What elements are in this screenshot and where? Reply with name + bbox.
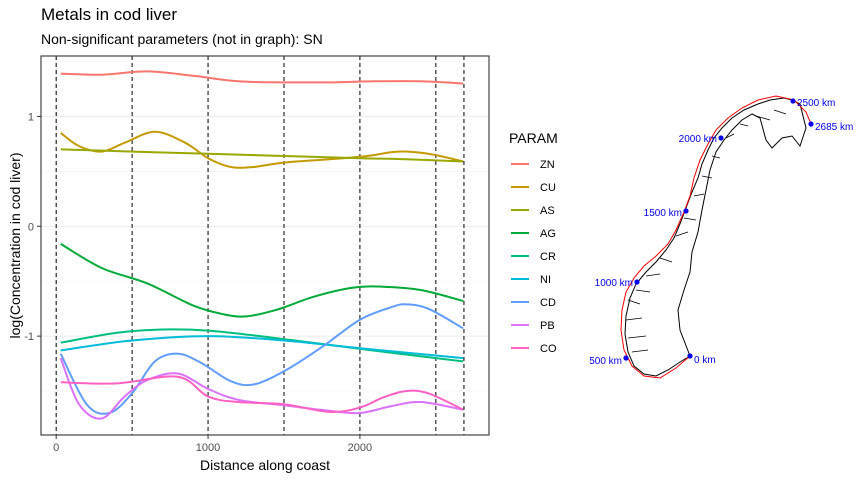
series-line-co (60, 375, 464, 413)
legend-label-zn: ZN (540, 159, 555, 171)
x-tick-label: 0 (53, 442, 59, 454)
map-point-label: 1500 km (644, 208, 682, 219)
legend-label-co: CO (540, 343, 557, 355)
legend-label-cr: CR (540, 251, 556, 263)
x-axis-label: Distance along coast (200, 457, 330, 473)
map-point (808, 121, 814, 127)
y-axis-label: log(Concentration in cod liver) (7, 153, 23, 339)
norway-fjords (625, 109, 787, 353)
series-line-as (60, 148, 464, 163)
map-point (718, 135, 724, 141)
legend-label-cd: CD (540, 297, 556, 309)
chart-title: Metals in cod liver (41, 5, 178, 24)
series-line-cd (59, 303, 464, 415)
map-point (790, 98, 796, 104)
legend-label-ni: NI (540, 274, 551, 286)
x-tick-label: 1000 (196, 442, 220, 454)
map-point (683, 208, 689, 214)
y-tick-label: 0 (28, 221, 34, 233)
y-tick-label: 1 (28, 111, 34, 123)
series-line-cu (60, 130, 464, 169)
norway-coast-map: 0 km 500 km 1000 km 1500 km 2000 km 2500 km 26… (589, 95, 853, 379)
map-point-label: 1000 km (595, 278, 633, 289)
map-point-label: 500 km (589, 356, 622, 367)
chart-subtitle: Non-significant parameters (not in graph… (41, 31, 323, 47)
series-line-zn (60, 70, 464, 85)
grid-major (41, 56, 489, 435)
series-line-cr (60, 328, 464, 363)
series-lines (59, 70, 464, 420)
x-tick-label: 2000 (348, 442, 372, 454)
axes: -1 0 1 0 1000 2000 (24, 111, 372, 454)
legend-label-cu: CU (540, 182, 556, 194)
legend: PARAM ZN CU AS AG CR NI CD PB CO (509, 130, 558, 355)
y-tick-label: -1 (24, 331, 34, 343)
map-point (687, 353, 693, 359)
legend-title: PARAM (509, 130, 558, 146)
legend-label-pb: PB (540, 320, 555, 332)
legend-label-ag: AG (540, 228, 556, 240)
map-point-label: 0 km (694, 355, 716, 366)
plot-panel (40, 55, 490, 436)
distance-reference-lines (55, 56, 465, 435)
series-line-pb (59, 357, 464, 420)
legend-label-as: AS (540, 205, 555, 217)
series-line-ni (60, 335, 464, 360)
norway-outline (624, 97, 807, 377)
map-point-label: 2000 km (679, 134, 717, 145)
panel-border (40, 55, 490, 436)
map-point (623, 355, 629, 361)
map-point-label: 2685 km (815, 122, 853, 133)
series-line-ag (60, 243, 464, 318)
map-point (634, 279, 640, 285)
map-point-label: 2500 km (797, 98, 835, 109)
